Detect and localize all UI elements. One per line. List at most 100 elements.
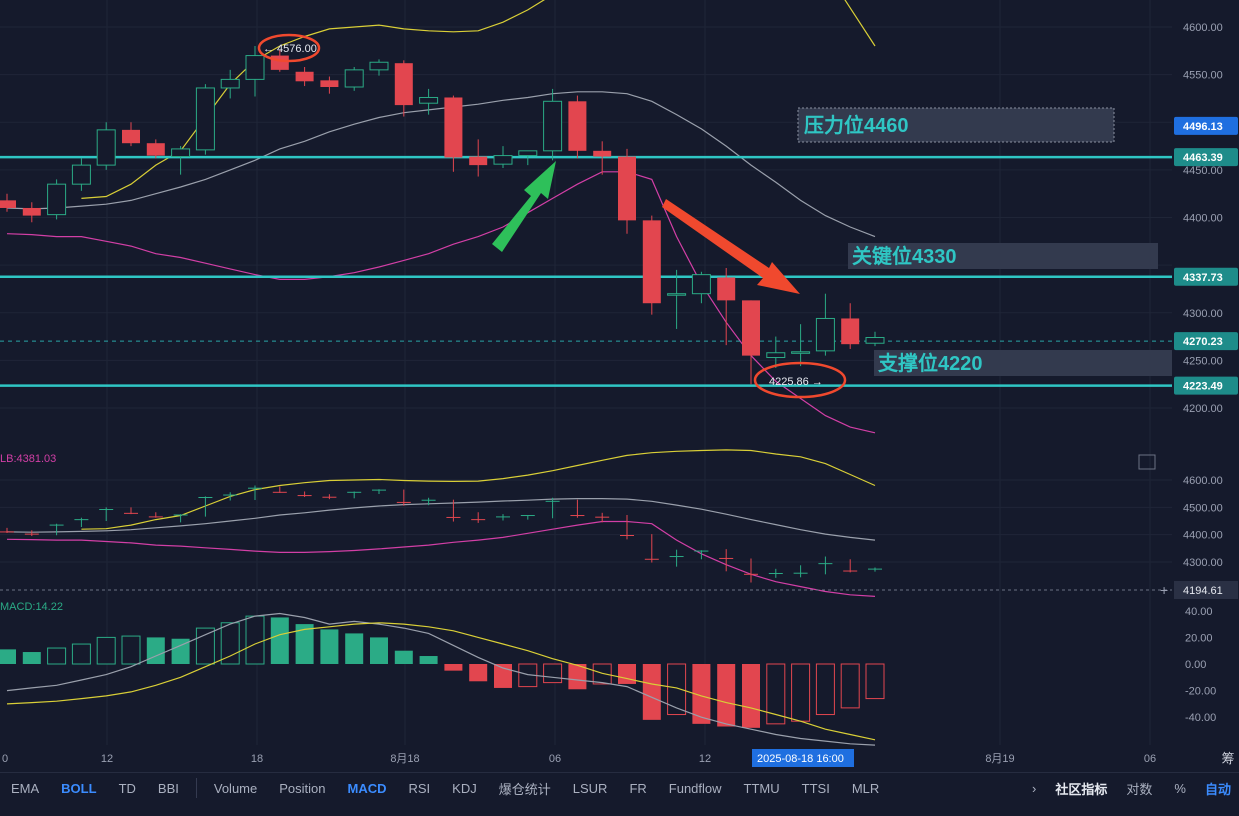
candle-body-up: [195, 87, 215, 151]
macd-hist-bar: [494, 664, 512, 688]
mini-boll-lower: [6, 520, 876, 597]
y-axis-tick: 4550.00: [1183, 70, 1223, 82]
candle-body-down: [320, 80, 339, 88]
chart-canvas[interactable]: 压力位4460 关键位4330 支撑位4220 ← 4576.00 4225.86 → 4…: [0, 0, 1239, 772]
candle-body-down: [22, 207, 41, 216]
y-axis-tick: -40.00: [1185, 712, 1216, 724]
x-axis-label: 0: [2, 753, 8, 765]
macd-hist-bar: [22, 652, 41, 664]
key-level-label: 关键位4330: [852, 244, 957, 268]
macd-hist-bar: [220, 622, 240, 665]
price-tag: [1174, 267, 1238, 286]
macd-hist-bar: [667, 663, 687, 716]
tab-td[interactable]: TD: [118, 780, 136, 796]
boll-mini-title: LB:4381.03: [0, 453, 56, 465]
y-axis-tick: 4600.00: [1183, 22, 1223, 34]
tab-ttmu[interactable]: TTMU: [743, 780, 780, 796]
macd-hist-bar: [742, 664, 760, 728]
tab-mlr[interactable]: MLR: [851, 780, 880, 796]
percent-toggle[interactable]: %: [1174, 780, 1186, 796]
macd-hist-bar: [543, 663, 563, 684]
macd-hist-bar: [121, 635, 141, 665]
candle-body-down: [0, 200, 16, 208]
macd-hist-bar: [295, 624, 314, 664]
chevron-right-icon[interactable]: ›: [1032, 780, 1037, 796]
price-tag-label: 4270.23: [1183, 336, 1223, 348]
macd-hist-bar: [394, 650, 413, 664]
macd-hist-bar: [568, 664, 587, 690]
macd-hist-bar: [0, 649, 16, 664]
chip-distribution-button: 筹: [1221, 751, 1234, 766]
price-tag-label: 4337.73: [1183, 272, 1223, 284]
crosshair-price-label: 4194.61: [1183, 585, 1223, 597]
candle-body-up: [245, 55, 265, 80]
candle-body-up: [543, 100, 563, 152]
auto-scale-toggle[interactable]: 自动: [1204, 781, 1231, 797]
macd-hist-bar: [642, 664, 661, 720]
candle-body-down: [642, 220, 661, 304]
tab-volume[interactable]: Volume: [213, 780, 258, 796]
y-axis-tick: 40.00: [1185, 606, 1213, 618]
high-price-annotation: ← 4576.00: [263, 43, 317, 55]
toolbar-divider: [195, 778, 197, 798]
x-axis-label: 12: [101, 753, 113, 765]
tab-rsi[interactable]: RSI: [408, 780, 431, 796]
tab-boll[interactable]: BOLL: [61, 780, 97, 796]
tab-fr[interactable]: FR: [629, 780, 647, 796]
y-axis-tick: 4500.00: [1183, 502, 1223, 514]
macd-hist-bar: [47, 647, 67, 665]
candle-body-up: [518, 150, 538, 157]
candle-body-down: [568, 101, 587, 151]
macd-hist-bar: [320, 629, 339, 664]
macd-hist-bar: [146, 637, 165, 664]
x-axis-label: 8月19: [985, 753, 1014, 765]
crosshair-time-tag: [752, 749, 854, 767]
macd-hist-bar: [815, 663, 835, 716]
tab-ema[interactable]: EMA: [11, 780, 40, 796]
x-axis-label: 06: [1144, 753, 1156, 765]
candle-body-down: [742, 300, 760, 356]
support-label: 支撑位4220: [878, 351, 983, 375]
tab-macd[interactable]: MACD: [347, 780, 387, 796]
price-tag-label: 4223.49: [1183, 381, 1223, 393]
candle-body-down: [717, 277, 736, 301]
tab-fundflow[interactable]: Fundflow: [668, 780, 722, 796]
red-arrow-icon: [662, 199, 800, 294]
y-axis-tick: 4300.00: [1183, 308, 1223, 320]
candle-body-up: [344, 69, 364, 88]
candle-body-down: [618, 156, 636, 221]
candle-body-up: [171, 148, 191, 158]
price-tag-label: 4463.39: [1183, 152, 1223, 164]
log-scale-toggle[interactable]: 对数: [1126, 781, 1153, 797]
community-indicators-button[interactable]: 社区指标: [1055, 781, 1108, 797]
x-axis-label: 12: [699, 753, 711, 765]
macd-hist-bar: [469, 664, 488, 682]
boll-mid-line: [6, 91, 876, 238]
macd-hist-bar: [766, 663, 786, 725]
key-level-label-box: [848, 243, 1158, 269]
macd-hist-bar: [865, 663, 885, 700]
x-axis-label: 18: [251, 753, 263, 765]
price-tag: [1174, 332, 1238, 351]
tab-liquidation[interactable]: 爆仓统计: [498, 781, 551, 797]
candle-body-up: [667, 293, 687, 296]
tab-position[interactable]: Position: [279, 780, 326, 796]
candle-body-down: [146, 143, 165, 156]
tab-lsur[interactable]: LSUR: [572, 780, 608, 796]
tab-bbi[interactable]: BBI: [157, 780, 179, 796]
tab-kdj[interactable]: KDJ: [452, 780, 477, 796]
macd-hist-bar: [592, 663, 612, 685]
mini-boll-mid: [6, 498, 876, 541]
price-tag: [1174, 148, 1238, 167]
macd-hist-bar: [444, 664, 463, 671]
tab-ttsi[interactable]: TTSI: [801, 780, 830, 796]
macd-hist-bar: [270, 617, 289, 664]
crosshair-price-tag: [1174, 581, 1238, 599]
macd-hist-bar: [692, 664, 711, 724]
candle-body-up: [766, 352, 786, 359]
resistance-label-box: [797, 107, 1115, 143]
low-price-annotation: 4225.86 →: [769, 376, 823, 388]
y-axis-tick: 0.00: [1185, 659, 1206, 671]
candle-body-down: [394, 63, 413, 106]
